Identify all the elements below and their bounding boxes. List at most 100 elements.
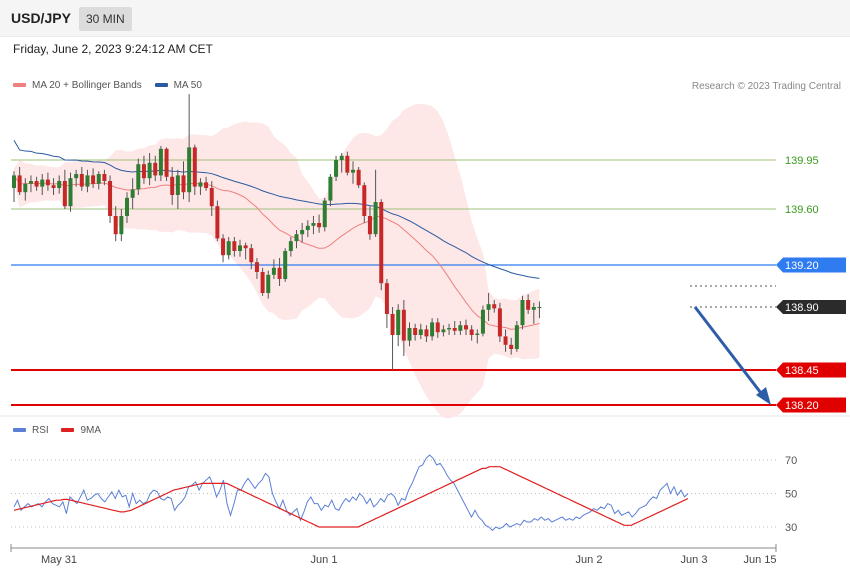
candle-body (108, 181, 113, 216)
candle-body (260, 272, 265, 293)
candle (136, 158, 141, 195)
candle-body (435, 322, 440, 333)
candle-body (232, 241, 237, 251)
candle (147, 153, 152, 186)
timeframe-button[interactable]: 30 MIN (79, 7, 132, 31)
timestamp: Friday, June 2, 2023 9:24:12 AM CET (13, 42, 213, 56)
candle-body (62, 181, 67, 207)
candle (175, 169, 180, 209)
candle-body (464, 325, 468, 330)
candle-body (367, 216, 372, 235)
candle (362, 182, 367, 223)
candle (300, 223, 305, 243)
legend-item-ma20: MA 20 + Bollinger Bands (13, 80, 142, 91)
candle-body (136, 164, 141, 190)
candle (45, 172, 50, 191)
candle (509, 337, 514, 355)
legend-swatch-9ma (61, 428, 75, 433)
candle-body (413, 328, 418, 335)
candle (390, 307, 395, 370)
candle (170, 167, 175, 205)
candle (452, 321, 457, 335)
candle-body (12, 175, 16, 188)
candle-body (91, 175, 96, 184)
candle (384, 279, 389, 328)
legend-label-rsi: RSI (32, 425, 49, 436)
candle-body (254, 262, 259, 272)
candle (514, 321, 519, 352)
candle-body (57, 181, 62, 188)
candle (51, 178, 56, 195)
candle (62, 169, 67, 209)
candle-body (119, 216, 124, 235)
candle-body (283, 251, 288, 279)
candle-body (198, 182, 203, 187)
candle-body (452, 328, 457, 331)
candle-body (373, 202, 378, 235)
candle (317, 214, 322, 233)
candle-body (102, 174, 107, 181)
candle (497, 302, 502, 342)
candle-body (486, 304, 491, 310)
candle (57, 175, 62, 194)
candle (407, 322, 412, 347)
candle-body (221, 238, 226, 256)
candle (356, 167, 361, 188)
legend-swatch-ma50 (154, 83, 168, 88)
support-label: 138.20 (785, 400, 819, 412)
candle (68, 172, 73, 212)
candle (215, 200, 220, 242)
candle-body (480, 309, 485, 334)
candle-body (204, 182, 209, 188)
credit-text: Research © 2023 Trading Central (691, 81, 841, 92)
candle (464, 319, 468, 335)
ma50-line (13, 140, 540, 279)
candle-body (390, 314, 395, 335)
candle-body (339, 155, 344, 160)
candle-body (45, 179, 50, 186)
candle (475, 329, 480, 344)
candle (441, 325, 446, 337)
candle (486, 293, 491, 321)
candle-body (74, 174, 79, 179)
candle (531, 302, 536, 324)
rsi-9ma-line (13, 466, 689, 528)
candle (283, 248, 288, 282)
target-label: 139.60 (785, 204, 819, 216)
candle-body (294, 234, 299, 242)
candle-body (28, 181, 33, 184)
candle-body (68, 178, 73, 207)
candle (401, 300, 406, 356)
candle-body (458, 325, 463, 331)
candle (413, 323, 418, 341)
candle-body (424, 329, 429, 337)
support-tag (776, 397, 846, 413)
candle-body (249, 248, 254, 263)
x-tick-label: Jun 2 (576, 554, 603, 566)
candle-body (407, 328, 412, 341)
candle (311, 216, 316, 235)
candle (458, 321, 463, 335)
price-levels: 139.95 139.60 139.20 138.90 138.45 138.20 (11, 155, 846, 413)
candle (221, 234, 226, 263)
candle-body (526, 300, 531, 310)
candle-body (243, 245, 248, 249)
candle-body (503, 336, 508, 345)
candle (192, 144, 197, 195)
candle (277, 258, 282, 286)
legend-label-ma20: MA 20 + Bollinger Bands (32, 80, 142, 91)
candle (328, 174, 333, 207)
candle (526, 294, 531, 314)
candle (153, 155, 158, 181)
candle-body (469, 329, 474, 335)
candle-body (113, 216, 118, 235)
candle-body (125, 197, 129, 216)
candle-body (384, 283, 389, 314)
candle-body (164, 148, 169, 177)
candle-body (187, 147, 192, 193)
candle (260, 267, 265, 296)
candle-body (317, 223, 322, 228)
candle (334, 155, 339, 181)
candle-body (345, 155, 350, 173)
